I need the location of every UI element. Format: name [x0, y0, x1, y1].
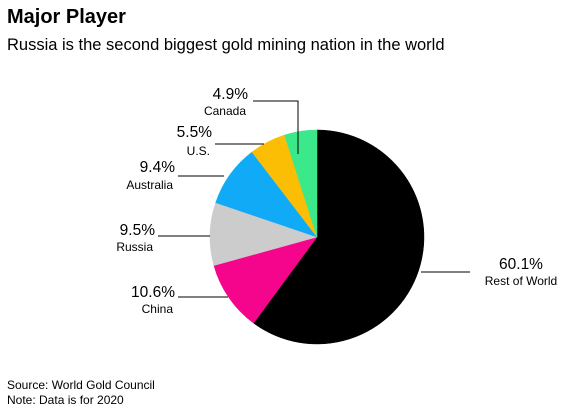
data-label-china: 10.6% — [131, 284, 175, 301]
slice-name-australia: Australia — [126, 178, 173, 192]
chart-subtitle: Russia is the second biggest gold mining… — [7, 36, 445, 54]
chart-title: Major Player — [7, 6, 126, 28]
pie-slice-canada — [284, 129, 318, 238]
source-note: Source: World Gold Council — [7, 378, 155, 392]
data-label-u-s: 5.5% — [177, 124, 213, 141]
slice-name-u-s: U.S. — [187, 144, 210, 158]
leader-line-canada — [253, 100, 299, 154]
pie-slice-rest-of-world — [253, 129, 425, 345]
slice-name-rest-of-world: Rest of World — [485, 274, 557, 288]
data-label-rest-of-world: 60.1% — [499, 256, 543, 273]
data-label-canada: 4.9% — [213, 86, 249, 103]
slice-name-china: China — [142, 302, 174, 316]
chart-footer: Source: World Gold Council Note: Data is… — [7, 378, 155, 408]
data-note: Note: Data is for 2020 — [7, 393, 124, 407]
data-label-russia: 9.5% — [120, 222, 156, 239]
slice-name-canada: Canada — [204, 104, 246, 118]
slice-name-russia: Russia — [116, 240, 153, 254]
data-label-australia: 9.4% — [140, 159, 176, 176]
